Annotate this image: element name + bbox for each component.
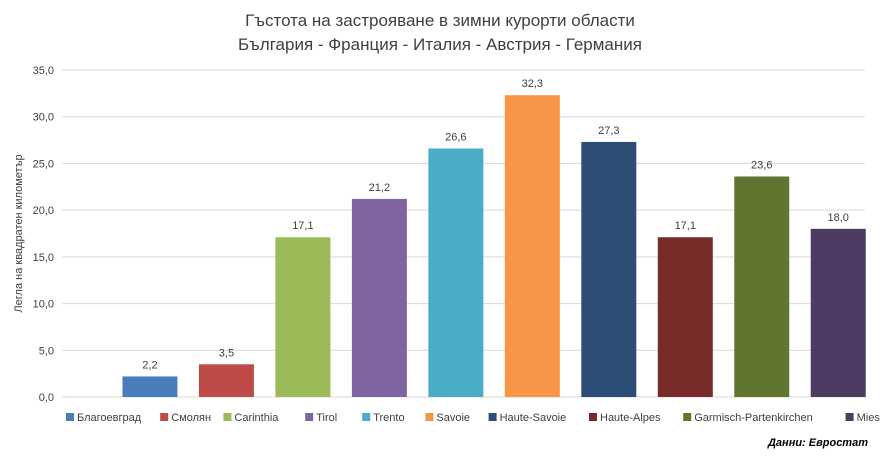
- legend-swatch: [488, 413, 497, 421]
- legend-entry: Haute-Alpes: [600, 412, 661, 424]
- y-tick-label: 35,0: [33, 65, 54, 77]
- data-label: 21,2: [369, 182, 390, 194]
- data-label: 23,6: [751, 160, 772, 172]
- y-tick-label: 25,0: [33, 158, 54, 170]
- data-label: 27,3: [598, 125, 619, 137]
- chart-title-line1: Гъстота на застрояване в зимни курорти о…: [245, 11, 635, 30]
- legend: Благоевград Смолян Carinthia Tirol Trento Sav…: [66, 412, 880, 424]
- bar: [504, 95, 560, 398]
- y-tick-label: 30,0: [33, 112, 54, 124]
- data-label: 3,5: [219, 347, 234, 359]
- y-axis-ticks: 0,0 5,0 10,0 15,0 20,0 25,0 30,0 35,0: [33, 65, 54, 404]
- legend-swatch: [362, 413, 371, 421]
- legend-swatch: [223, 413, 232, 421]
- legend-entry: Haute-Savoie: [500, 412, 567, 424]
- source-note: Данни: Евростат: [767, 437, 868, 449]
- y-tick-label: 0,0: [39, 392, 54, 404]
- legend-entry: Garmisch-Partenkirchen: [694, 412, 813, 424]
- data-label: 32,3: [522, 78, 543, 90]
- legend-entry: Смолян: [171, 412, 211, 424]
- bar: [657, 237, 713, 397]
- bars: [122, 95, 866, 398]
- y-tick-label: 15,0: [33, 252, 54, 264]
- bar: [122, 376, 178, 397]
- data-label: 26,6: [445, 131, 466, 143]
- legend-swatch: [425, 413, 434, 421]
- data-label: 18,0: [828, 212, 849, 224]
- legend-swatch: [305, 413, 314, 421]
- bar: [428, 148, 484, 397]
- legend-entry: Carinthia: [234, 412, 279, 424]
- legend-swatch: [683, 413, 692, 421]
- y-tick-label: 10,0: [33, 299, 54, 311]
- bar: [581, 141, 637, 397]
- legend-entry: Trento: [373, 412, 404, 424]
- bar: [734, 176, 790, 397]
- data-labels: 2,2 3,5 17,1 21,2 26,6 32,3 27,3 17,1 23,6 18,0: [142, 78, 849, 371]
- legend-swatch: [160, 413, 169, 421]
- legend-entry: Благоевград: [77, 412, 142, 424]
- legend-swatch: [589, 413, 597, 421]
- legend-swatch: [66, 413, 74, 421]
- data-label: 17,1: [675, 220, 696, 232]
- chart-title-line2: България - Франция - Италия - Австрия - …: [238, 35, 642, 54]
- legend-swatch: [845, 413, 854, 421]
- y-tick-label: 20,0: [33, 205, 54, 217]
- bar: [810, 228, 866, 397]
- y-axis-label: Легла на квадратен километър: [13, 154, 25, 312]
- legend-entry: Savoie: [436, 412, 470, 424]
- y-tick-label: 5,0: [39, 345, 54, 357]
- bar: [351, 198, 407, 397]
- bar: [198, 364, 254, 397]
- data-label: 17,1: [292, 220, 313, 232]
- legend-entry: Tirol: [316, 412, 337, 424]
- legend-entry: Miesbach: [857, 412, 880, 424]
- data-label: 2,2: [142, 359, 157, 371]
- bar: [275, 237, 331, 397]
